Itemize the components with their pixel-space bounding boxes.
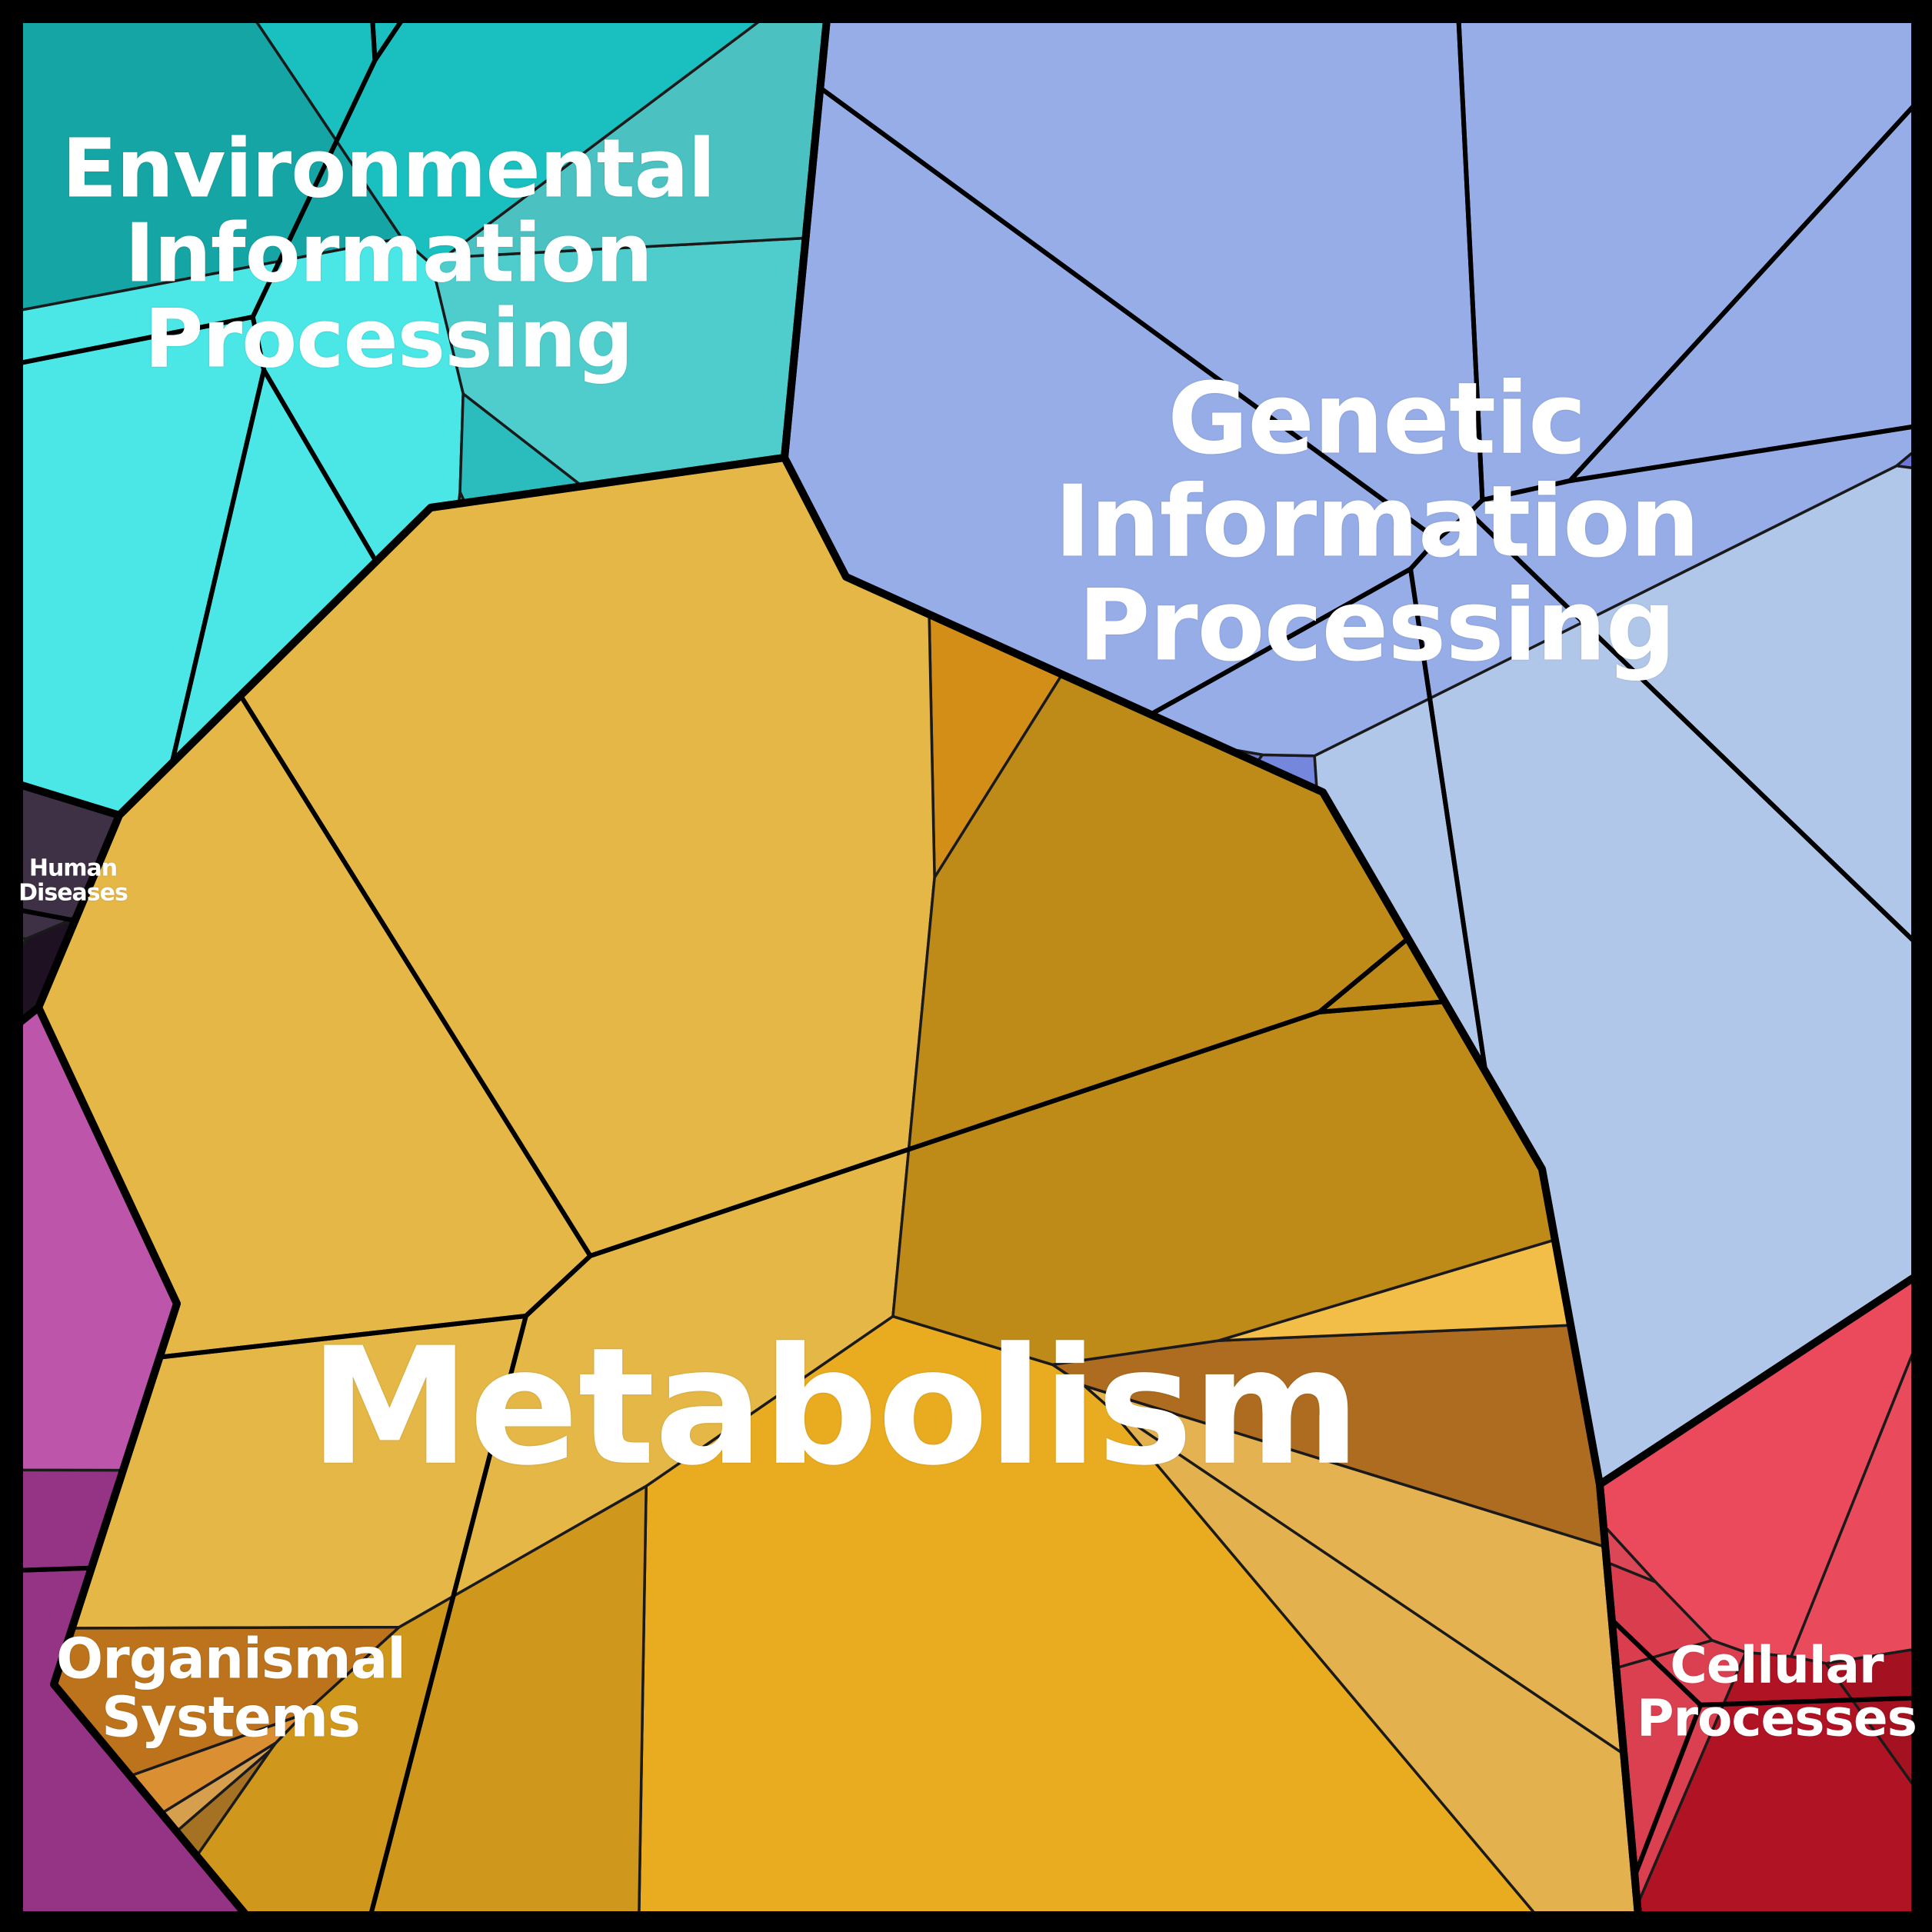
label-environmental: Environmental Information Processing <box>62 127 715 381</box>
voronoi-treemap: Metabolism Genetic Information Processing… <box>0 0 1932 1932</box>
label-human_diseases: Human Diseases <box>18 857 128 905</box>
label-cellular: Cellular Processes <box>1637 1639 1917 1746</box>
label-genetic: Genetic Information Processing <box>1054 368 1699 678</box>
label-organismal: Organismal Systems <box>56 1630 405 1746</box>
label-metabolism: Metabolism <box>309 1323 1360 1493</box>
